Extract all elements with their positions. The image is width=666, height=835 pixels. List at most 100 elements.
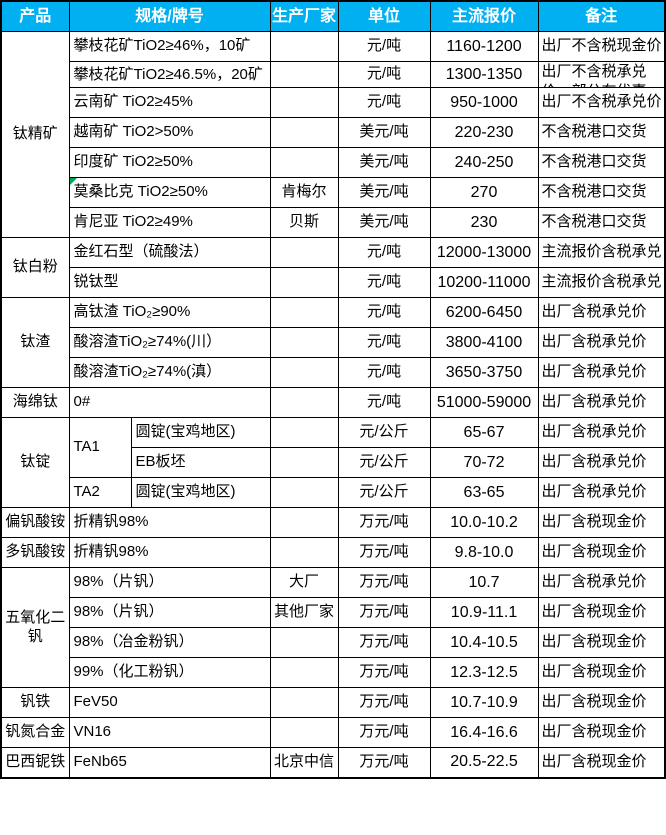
header-row: 产品 规格/牌号 生产厂家 单位 主流报价 备注 (0, 0, 666, 32)
cell-spec-grade: TA1 (68, 417, 132, 478)
cell-note: 出厂含税承兑价 (537, 357, 666, 388)
cell-price: 10.9-11.1 (429, 597, 539, 628)
table-row: 印度矿 TiO2≥50% 美元/吨 240-250 不含税港口交货 (1, 147, 666, 178)
cell-unit: 元/公斤 (337, 417, 431, 448)
cell-maker (269, 447, 339, 478)
header-col-spec: 规格/牌号 (68, 0, 271, 32)
cell-product-group: 巴西铌铁 (0, 747, 70, 778)
cell-note: 出厂含税现金价 (537, 717, 666, 748)
cell-spec-text: 莫桑比克 TiO2≥50% (73, 183, 208, 201)
cell-product-group: 钒氮合金 (0, 717, 70, 748)
cell-spec: 酸溶渣TiO₂≥74%(川） (68, 327, 271, 358)
cell-note: 出厂不含税现金价 (537, 31, 666, 62)
cell-maker (269, 87, 339, 118)
cell-maker: 贝斯 (269, 207, 339, 238)
cell-note: 出厂含税承兑价 (537, 447, 666, 478)
cell-unit: 元/吨 (337, 327, 431, 358)
cell-maker: 大厂 (269, 567, 339, 598)
table-row: 钛锭 TA1 圆锭(宝鸡地区) 元/公斤 65-67 出厂含税承兑价 (0, 417, 666, 508)
cell-product-group: 五氧化二钒 (0, 567, 70, 688)
cell-price: 9.8-10.0 (429, 537, 539, 568)
cell-spec: 金红石型（硫酸法） (68, 237, 271, 268)
cell-maker (269, 537, 339, 568)
cell-spec: VN16 (68, 717, 271, 748)
cell-note: 出厂不含税承兑价 (537, 87, 666, 118)
cell-note: 不含税港口交货 (537, 147, 666, 178)
cell-maker (269, 297, 339, 328)
cell-unit: 元/公斤 (337, 447, 431, 478)
cell-price: 51000-59000 (429, 387, 539, 418)
header-col-unit: 单位 (337, 0, 431, 32)
cell-price: 10200-11000 (429, 267, 539, 298)
table-row: 钛白粉 金红石型（硫酸法） 元/吨 12000-13000 主流报价含税承兑 (0, 237, 666, 298)
cell-price: 1160-1200 (429, 31, 539, 62)
cell-note: 出厂含税承兑价 (537, 297, 666, 328)
cell-unit: 元/吨 (337, 61, 431, 88)
clipped-text: 出厂不含税承兑价，部分有优惠 (541, 63, 647, 87)
cell-spec: 云南矿 TiO2≥45% (68, 87, 271, 118)
cell-product-group: 海绵钛 (0, 387, 70, 418)
cell-price: 220-230 (429, 117, 539, 148)
cell-spec-shape: 圆锭(宝鸡地区) (130, 477, 271, 508)
cell-unit: 万元/吨 (337, 597, 431, 628)
cell-maker (269, 687, 339, 718)
cell-price: 6200-6450 (429, 297, 539, 328)
table-row: 巴西铌铁 FeNb65 北京中信 万元/吨 20.5-22.5 出厂含税现金价 (0, 747, 666, 778)
table-row: 云南矿 TiO2≥45% 元/吨 950-1000 出厂不含税承兑价 (1, 87, 666, 118)
cell-product-group: 钛渣 (0, 297, 70, 388)
cell-maker: 北京中信 (269, 747, 339, 778)
cell-price: 270 (429, 177, 539, 208)
table-row: 莫桑比克 TiO2≥50% 肯梅尔 美元/吨 270 不含税港口交货 (1, 177, 666, 208)
cell-price: 70-72 (429, 447, 539, 478)
cell-spec: 98%（片钒） (68, 567, 271, 598)
cell-note: 主流报价含税承兑 (537, 267, 666, 298)
cell-spec: 攀枝花矿TiO2≥46.5%，20矿 (68, 61, 271, 88)
cell-spec: 越南矿 TiO2>50% (68, 117, 271, 148)
table-row: 钛渣 高钛渣 TiO₂≥90% 元/吨 6200-6450 出厂含税承兑价 (0, 297, 666, 388)
cell-note: 出厂含税现金价 (537, 627, 666, 658)
cell-maker (269, 147, 339, 178)
cell-spec: 肯尼亚 TiO2≥49% (68, 207, 271, 238)
cell-price: 240-250 (429, 147, 539, 178)
cell-spec: 99%（化工粉钒） (68, 657, 271, 688)
cell-unit: 万元/吨 (337, 567, 431, 598)
header-col-maker: 生产厂家 (269, 0, 339, 32)
clipped-text: 攀枝花矿TiO2≥46.5%，20矿 (73, 65, 263, 83)
cell-product-group: 钛锭 (0, 417, 70, 508)
cell-note: 出厂含税承兑价 (537, 417, 666, 448)
table-row: 多钒酸铵 折精钒98% 万元/吨 9.8-10.0 出厂含税现金价 (0, 537, 666, 568)
cell-price: 3650-3750 (429, 357, 539, 388)
cell-note: 出厂含税承兑价 (537, 477, 666, 508)
cell-spec: FeV50 (68, 687, 271, 718)
cell-price: 12.3-12.5 (429, 657, 539, 688)
table-row: 锐钛型 元/吨 10200-11000 主流报价含税承兑 (1, 267, 666, 298)
table-row: 99%（化工粉钒） 万元/吨 12.3-12.5 出厂含税现金价 (1, 657, 666, 688)
table-row: 越南矿 TiO2>50% 美元/吨 220-230 不含税港口交货 (1, 117, 666, 148)
cell-price: 12000-13000 (429, 237, 539, 268)
cell-maker (269, 417, 339, 448)
cell-spec: 98%（冶金粉钒） (68, 627, 271, 658)
cell-spec: 0# (68, 387, 271, 418)
cell-note: 出厂含税现金价 (537, 597, 666, 628)
cell-maker (269, 507, 339, 538)
cell-unit: 美元/吨 (337, 177, 431, 208)
cell-note: 出厂含税承兑价 (537, 567, 666, 598)
cell-spec: 酸溶渣TiO₂≥74%(滇） (68, 357, 271, 388)
cell-unit: 万元/吨 (337, 627, 431, 658)
cell-note: 不含税港口交货 (537, 177, 666, 208)
cell-product-group: 多钒酸铵 (0, 537, 70, 568)
cell-maker (269, 477, 339, 508)
cell-price: 16.4-16.6 (429, 717, 539, 748)
cell-unit: 元/吨 (337, 87, 431, 118)
cell-price: 63-65 (429, 477, 539, 508)
cell-unit: 元/吨 (337, 387, 431, 418)
price-table: 产品 规格/牌号 生产厂家 单位 主流报价 备注 钛精矿 攀枝花矿TiO2≥46… (0, 0, 666, 779)
cell-price: 65-67 (429, 417, 539, 448)
table-row: 海绵钛 0# 元/吨 51000-59000 出厂含税承兑价 (0, 387, 666, 418)
cell-maker (269, 117, 339, 148)
table-row: 钒氮合金 VN16 万元/吨 16.4-16.6 出厂含税现金价 (0, 717, 666, 748)
header-col-product: 产品 (0, 0, 70, 32)
cell-price: 10.0-10.2 (429, 507, 539, 538)
cell-maker (269, 627, 339, 658)
cell-maker (269, 31, 339, 62)
